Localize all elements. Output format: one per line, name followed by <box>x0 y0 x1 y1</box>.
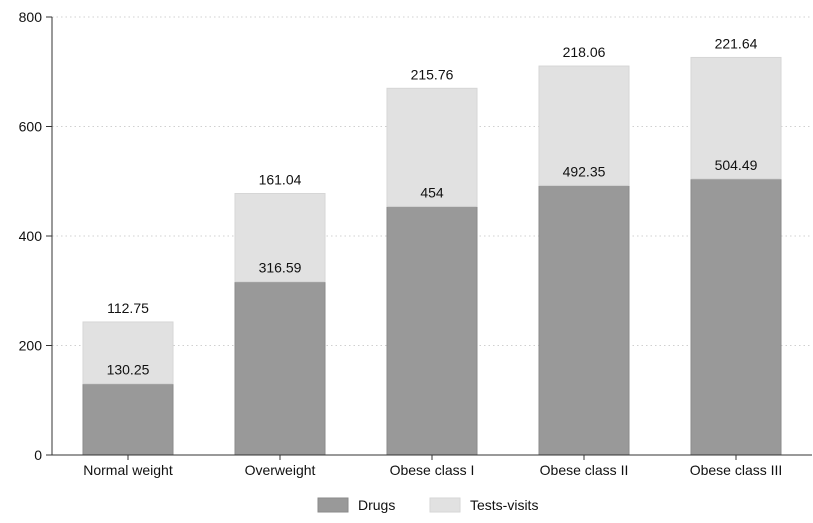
bar-drugs <box>690 178 782 456</box>
x-tick-label: Obese class III <box>690 462 783 478</box>
data-label: 218.06 <box>563 44 606 60</box>
x-tick-label: Obese class II <box>540 462 629 478</box>
data-label: 112.75 <box>107 300 149 316</box>
y-tick-label: 0 <box>34 447 42 463</box>
x-tick-label: Normal weight <box>83 462 173 478</box>
x-tick-label: Overweight <box>245 462 316 478</box>
axes: 0 200 400 600 800 Normal weight Overweight Obes… <box>19 9 812 478</box>
data-label: 161.04 <box>259 171 302 187</box>
data-label: 221.64 <box>715 35 758 51</box>
data-label: 492.35 <box>563 163 606 179</box>
legend: Drugs Tests-visits <box>317 497 538 513</box>
bars <box>82 56 782 456</box>
legend-swatch <box>317 497 349 513</box>
bar-drugs <box>234 281 326 456</box>
y-tick-label: 600 <box>19 119 43 135</box>
data-label: 454 <box>420 184 444 200</box>
bar-tests-visits <box>234 192 326 283</box>
bar-tests-visits <box>386 87 478 207</box>
bar-drugs <box>386 205 478 456</box>
data-label: 215.76 <box>411 66 454 82</box>
legend-swatch <box>429 497 461 513</box>
y-tick-label: 200 <box>19 338 43 354</box>
y-tick-label: 800 <box>19 9 43 25</box>
x-tick-label: Obese class I <box>390 462 475 478</box>
legend-label: Tests-visits <box>470 497 538 513</box>
data-label: 504.49 <box>715 157 758 173</box>
data-label: 316.59 <box>259 260 302 276</box>
bar-tests-visits <box>538 65 630 186</box>
gridlines <box>52 16 812 346</box>
legend-label: Drugs <box>358 497 395 513</box>
data-labels: 130.25 112.75 316.59 161.04 454 215.76 492.35 2… <box>107 35 758 377</box>
bar-tests-visits <box>690 56 782 180</box>
data-label: 130.25 <box>107 362 150 378</box>
bar-tests-visits <box>82 321 174 385</box>
y-tick-label: 400 <box>19 228 43 244</box>
bar-drugs <box>82 383 174 456</box>
bar-drugs <box>538 184 630 456</box>
